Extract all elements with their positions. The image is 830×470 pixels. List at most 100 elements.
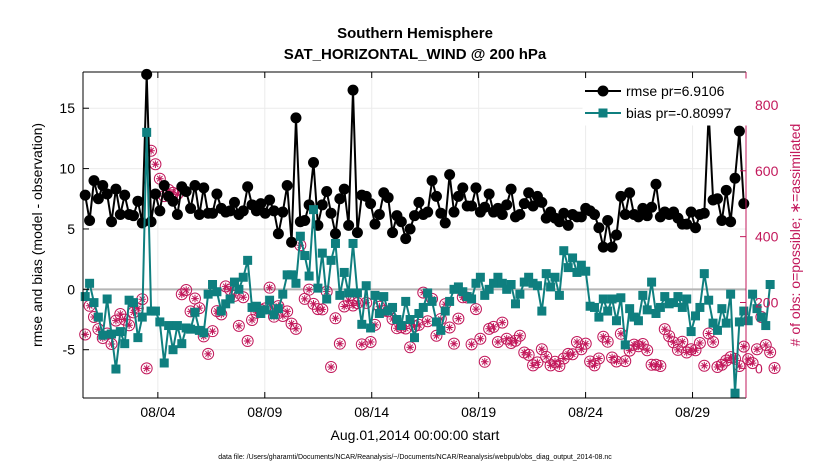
- bias-point: [107, 329, 117, 339]
- bias-point: [313, 283, 323, 293]
- rmse-point: [338, 183, 350, 195]
- obs-assimilated-marker: [305, 285, 313, 294]
- obs-assimilated-marker: [586, 357, 594, 366]
- obs-possible-marker: [720, 354, 733, 367]
- bias-point: [115, 327, 125, 337]
- bias-point: [695, 302, 705, 312]
- rmse-point: [597, 241, 609, 253]
- obs-possible-marker: [693, 337, 706, 350]
- bias-point: [111, 364, 121, 374]
- obs-possible-marker: [465, 338, 478, 351]
- obs-assimilated-marker: [134, 304, 142, 313]
- bias-point: [510, 299, 520, 309]
- rmse-point: [479, 201, 491, 213]
- obs-assimilated-marker: [682, 348, 691, 357]
- obs-assimilated-marker: [481, 358, 489, 366]
- obs-possible-marker: [448, 337, 461, 350]
- x-tick-label: 08/29: [675, 404, 710, 420]
- bias-point: [708, 318, 718, 328]
- y2-tick-label: 200: [755, 295, 779, 311]
- obs-assimilated-marker: [726, 353, 735, 361]
- obs-possible-marker: [329, 312, 342, 325]
- obs-assimilated-marker: [156, 174, 164, 183]
- obs-assimilated-marker: [529, 361, 537, 370]
- obs-assimilated-marker: [279, 312, 287, 320]
- y2-tick-label: 600: [755, 163, 779, 179]
- bias-point: [260, 305, 270, 315]
- bias-point: [453, 282, 463, 292]
- obs-assimilated-marker: [182, 286, 190, 294]
- y-tick-label: 0: [67, 281, 75, 297]
- bias-point: [172, 321, 182, 331]
- obs-assimilated-marker: [292, 325, 300, 333]
- obs-assimilated-marker: [639, 340, 647, 348]
- bias-point: [497, 278, 507, 288]
- y-axis-label: rmse and bias (model - observation): [29, 123, 45, 347]
- rmse-point: [483, 188, 495, 200]
- obs-assimilated-marker: [191, 294, 199, 303]
- obs-possible-marker: [663, 330, 676, 343]
- obs-assimilated-marker: [762, 341, 770, 349]
- obs-possible-marker: [676, 335, 689, 348]
- bias-point: [704, 295, 714, 305]
- bias-point: [445, 296, 455, 306]
- obs-assimilated-marker: [691, 346, 700, 355]
- rmse-point: [171, 208, 183, 220]
- obs-assimilated-marker: [173, 190, 182, 198]
- rmse-point: [114, 208, 126, 220]
- obs-possible-marker: [338, 300, 351, 313]
- bias-point: [756, 312, 766, 322]
- obs-assimilated-marker: [713, 363, 722, 371]
- bias-point: [633, 316, 643, 326]
- obs-assimilated-marker: [498, 318, 507, 327]
- rmse-point: [272, 228, 284, 240]
- obs-assimilated-marker: [524, 351, 533, 359]
- obs-assimilated-marker: [450, 339, 458, 348]
- bias-point: [677, 302, 687, 312]
- rmse-point: [606, 241, 618, 253]
- rmse-point: [106, 216, 118, 228]
- bias-point: [642, 305, 652, 315]
- obs-assimilated-marker: [287, 319, 296, 328]
- obs-assimilated-marker: [485, 325, 493, 333]
- rmse-point: [329, 228, 341, 240]
- obs-layer: [79, 144, 781, 375]
- legend-marker-rmse: [597, 85, 609, 97]
- rmse-point: [224, 205, 236, 217]
- bias-point: [550, 272, 560, 282]
- rmse-point: [632, 211, 644, 223]
- bias-point: [594, 312, 604, 322]
- bias-point: [712, 325, 722, 335]
- bias-point: [85, 278, 95, 288]
- rmse-point: [729, 172, 741, 184]
- bias-point: [208, 280, 218, 290]
- obs-assimilated-marker: [511, 336, 520, 345]
- rmse-point: [553, 216, 565, 228]
- rmse-point: [290, 112, 302, 124]
- bias-point: [717, 304, 727, 314]
- obs-possible-marker: [658, 323, 671, 336]
- rmse-point: [387, 227, 399, 239]
- bias-point: [80, 292, 90, 302]
- obs-assimilated-marker: [577, 345, 586, 354]
- bias-point: [537, 306, 547, 316]
- obs-assimilated-marker: [722, 356, 730, 365]
- obs-assimilated-marker: [494, 338, 502, 346]
- rmse-point: [193, 208, 205, 220]
- rmse-point: [716, 215, 728, 227]
- x-tick-label: 08/24: [568, 404, 603, 420]
- obs-assimilated-marker: [265, 283, 274, 292]
- rmse-point: [84, 215, 96, 227]
- obs-possible-marker: [500, 332, 513, 345]
- obs-possible-marker: [364, 336, 377, 349]
- x-tick-label: 08/09: [247, 404, 282, 420]
- obs-assimilated-marker: [656, 362, 665, 370]
- data-file-footnote: data file: /Users/gharamti/Documents/NCA…: [218, 454, 612, 461]
- bias-point: [137, 312, 147, 322]
- obs-assimilated-marker: [406, 343, 414, 352]
- obs-assimilated-marker: [718, 360, 726, 369]
- bias-point: [590, 302, 600, 312]
- rmse-point: [316, 199, 328, 211]
- obs-assimilated-marker: [116, 310, 125, 318]
